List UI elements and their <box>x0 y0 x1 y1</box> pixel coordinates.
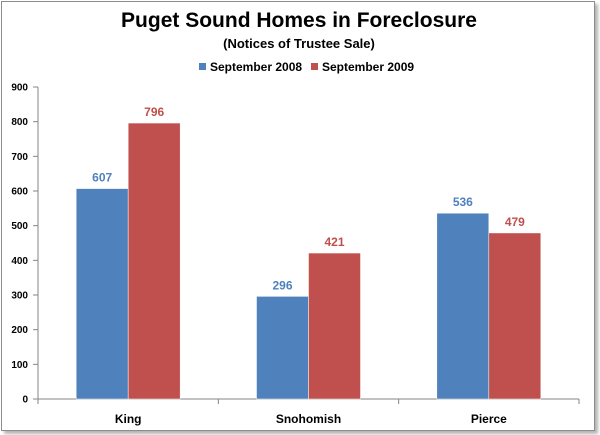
y-tick-label: 100 <box>11 360 28 371</box>
bar <box>436 212 490 400</box>
bar <box>308 252 361 400</box>
legend: September 2008 September 2009 <box>199 60 414 74</box>
x-tick-label: Pierce <box>471 412 507 426</box>
data-label: 421 <box>324 235 344 249</box>
data-label: 296 <box>272 278 292 292</box>
y-tick-label: 800 <box>11 117 28 128</box>
legend-label-2008: September 2008 <box>210 60 302 74</box>
y-tick-label: 600 <box>11 187 28 198</box>
bar <box>256 296 309 400</box>
data-label: 479 <box>505 215 525 229</box>
chart-subtitle: (Notices of Trustee Sale) <box>223 36 375 51</box>
legend-swatch-2008 <box>199 63 206 70</box>
y-tick-label: 500 <box>11 221 28 232</box>
bar <box>488 232 542 400</box>
x-tick-label: Snohomish <box>276 412 341 426</box>
legend-label-2009: September 2009 <box>322 60 414 74</box>
bars <box>75 122 542 400</box>
y-tick-label: 300 <box>11 291 28 302</box>
bar <box>75 188 129 400</box>
y-tick-label: 900 <box>11 83 28 94</box>
data-label: 796 <box>144 105 164 119</box>
data-labels: 607 796 296 421 536 479 <box>92 105 525 292</box>
y-tick-label: 0 <box>22 395 28 406</box>
x-tick-label: King <box>115 412 142 426</box>
legend-swatch-2009 <box>311 63 318 70</box>
y-tick-label: 200 <box>11 325 28 336</box>
y-tick-label: 700 <box>11 152 28 163</box>
bar <box>127 122 181 400</box>
data-label: 536 <box>453 195 473 209</box>
y-tick-label: 400 <box>11 256 28 267</box>
chart-title: Puget Sound Homes in Foreclosure <box>121 9 477 32</box>
data-label: 607 <box>92 171 112 185</box>
